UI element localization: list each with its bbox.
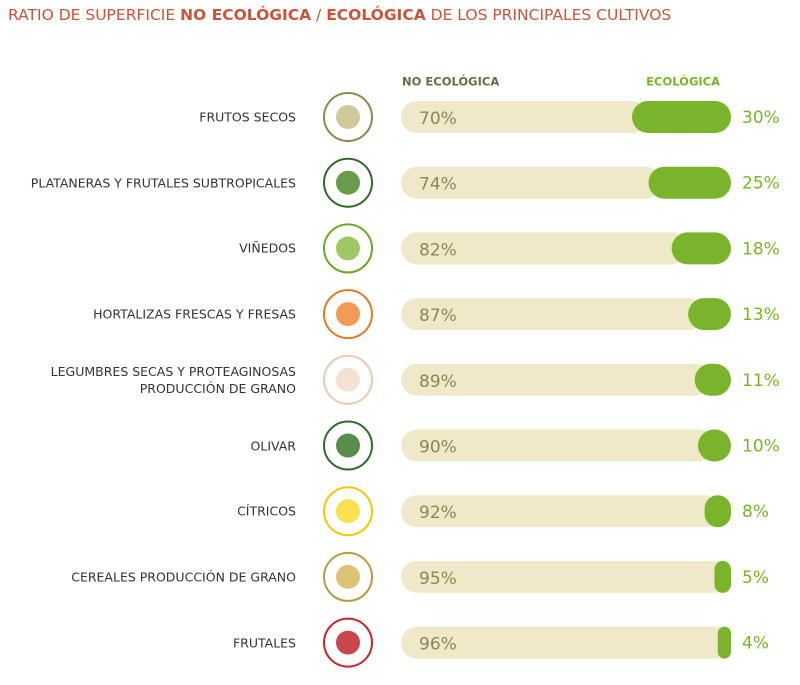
bar-segment: [401, 429, 714, 462]
value-label: 18%: [742, 239, 780, 259]
category-label: CEREALES PRODUCCIÓN DE GRANO: [71, 569, 296, 585]
value-label: 10%: [742, 437, 780, 457]
bar-segment: [698, 429, 731, 462]
title-part: NO ECOLÓGICA: [180, 6, 312, 24]
bar-segment: [704, 495, 731, 528]
title-part: DE LOS PRINCIPALES CULTIVOS: [425, 6, 672, 24]
title-part: ECOLÓGICA: [326, 6, 426, 24]
value-label: 96%: [419, 635, 457, 655]
value-label: 70%: [419, 109, 457, 129]
bar-segment: [694, 363, 731, 396]
bar-segment: [671, 232, 731, 265]
bar-segment: [717, 626, 731, 659]
crop-icon-detail: [336, 236, 360, 261]
category-label: LEGUMBRES SECAS Y PROTEAGINOSAS PRODUCCI…: [50, 363, 296, 396]
crop-icon-detail: [336, 302, 360, 327]
crop-icon-detail: [336, 105, 360, 129]
bar-segment: [401, 166, 662, 199]
crop-icon-detail: [336, 433, 360, 458]
category-label: CÍTRICOS: [237, 503, 296, 519]
value-label: 8%: [742, 502, 769, 522]
crop-icon-detail: [336, 367, 360, 392]
crop-icon-detail: [336, 630, 360, 655]
legend-label: ECOLÓGICA: [646, 74, 720, 89]
value-label: 11%: [742, 371, 780, 391]
category-label: VIÑEDOS: [239, 240, 296, 256]
value-label: 25%: [742, 174, 780, 194]
bar-segment: [401, 232, 688, 265]
category-label: FRUTALES: [232, 635, 296, 651]
value-label: 87%: [419, 306, 457, 326]
value-label: 95%: [419, 569, 457, 589]
category-label: FRUTOS SECOS: [199, 109, 296, 125]
chart-title: RATIO DE SUPERFICIE NO ECOLÓGICA / ECOLÓ…: [8, 6, 671, 24]
value-label: 74%: [419, 175, 457, 195]
bar-segment: [632, 101, 731, 133]
bar-segment: [401, 560, 731, 593]
bar-segment: [714, 560, 731, 593]
value-label: 82%: [419, 240, 457, 260]
bar-segment: [401, 298, 705, 331]
value-label: 4%: [742, 634, 769, 654]
bar-segment: [688, 298, 731, 331]
value-label: 90%: [419, 438, 457, 458]
crop-icon-detail: [336, 499, 360, 524]
title-part: RATIO DE SUPERFICIE: [8, 6, 181, 24]
crop-icon-detail: [336, 564, 360, 589]
bar-segment: [401, 101, 648, 133]
category-label: OLIVAR: [250, 438, 296, 453]
bar-segment: [401, 626, 731, 659]
value-label: 5%: [742, 568, 769, 588]
category-label: HORTALIZAS FRESCAS Y FRESAS: [93, 306, 296, 322]
category-label: PLATANERAS Y FRUTALES SUBTROPICALES: [30, 175, 296, 191]
bar-segment: [401, 495, 721, 528]
bar-segment: [401, 363, 711, 396]
value-label: 92%: [419, 503, 457, 523]
value-label: 30%: [742, 108, 780, 128]
title-part: /: [311, 6, 327, 24]
bar-segment: [648, 166, 731, 199]
crop-icon-detail: [336, 170, 360, 195]
value-label: 13%: [742, 305, 780, 325]
legend-label: NO ECOLÓGICA: [402, 74, 499, 89]
value-label: 89%: [419, 372, 457, 392]
